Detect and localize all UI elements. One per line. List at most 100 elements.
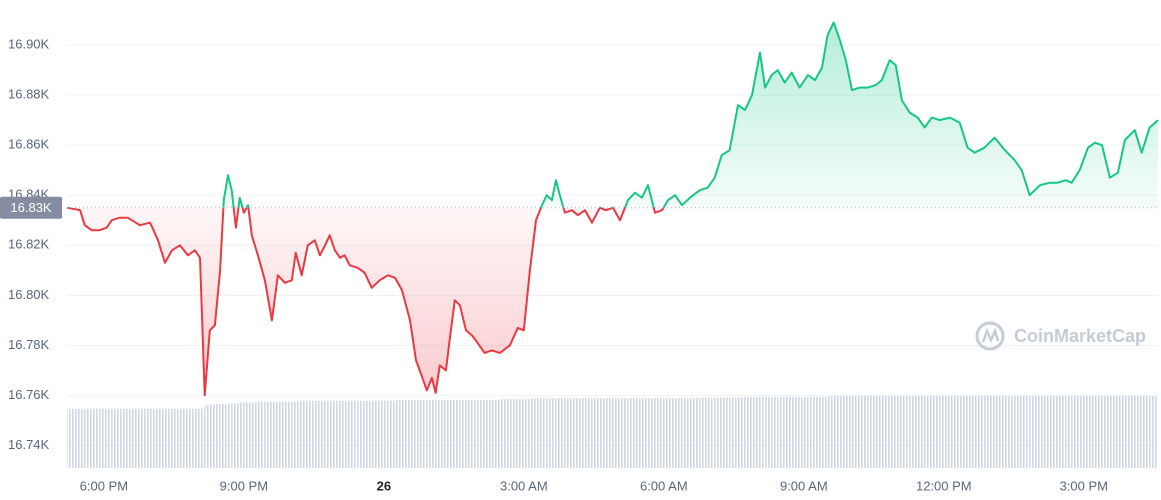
volume-bar [967,396,975,468]
volume-bar [364,400,372,468]
volume-bar [939,396,950,468]
volume-bar [577,398,585,468]
volume-bar [349,400,358,468]
volume-bar [334,400,340,468]
volume-bar [248,402,252,468]
volume-bar [251,402,258,468]
volume-bar [634,398,642,468]
volume-bar [1095,396,1103,468]
reference-label: 16.83K [10,200,52,215]
x-tick-label: 6:00 AM [640,478,688,493]
volume-bar [901,396,910,468]
volume-bar [612,398,620,468]
volume-bar [542,398,547,468]
volume-bar [808,396,816,468]
x-tick-label: 3:00 AM [500,478,548,493]
volume-bar [605,398,613,468]
volume-bar [895,396,902,468]
volume-bar [984,396,995,468]
price-line [66,21,1159,397]
volume-bar [235,403,240,468]
volume-bar [994,396,1005,468]
volume-bar [799,396,809,468]
y-tick-label: 16.76K [8,387,50,402]
volume-bar [833,396,840,468]
volume-bar [509,399,518,468]
volume-bar [584,398,592,468]
volume-bar [227,403,232,468]
volume-bar [654,398,662,468]
volume-bar [1071,396,1080,468]
y-tick-label: 16.90K [8,36,50,51]
volume-bar [777,396,785,468]
volume-bar [319,400,326,468]
volume-bar [627,398,635,468]
volume-bar [1049,396,1058,468]
x-tick-label: 9:00 AM [780,478,828,493]
volume-bar [484,400,492,468]
volume-bar [472,400,478,468]
volume-bar [421,400,427,468]
volume-bar [67,408,81,468]
volume-bar [529,398,536,468]
y-tick-label: 16.78K [8,337,50,352]
volume-bar [641,398,648,468]
volume-bar [699,397,708,468]
volume-bar [1057,396,1066,468]
volume-bar [591,398,600,468]
volume-bar [917,396,925,468]
volume-bar [150,408,158,468]
volume-bar [675,398,683,468]
reference-label-box [0,196,62,219]
price-area [67,22,1158,396]
volume-bar [445,400,450,468]
volume-bar [1149,396,1158,468]
volume-bar [765,396,772,468]
volume-bar [179,408,188,468]
volume-bar [619,398,628,468]
volume-bar [647,398,655,468]
y-tick-label: 16.80K [8,287,50,302]
watermark-text: CoinMarketCap [1014,326,1146,346]
volume-bar [924,396,932,468]
volume-bar [535,398,543,468]
watermark-logo-mark [981,327,1000,344]
volume-bar [759,396,766,468]
volume-bar [426,400,432,468]
volume-bar [439,400,446,468]
volume-bar [571,398,578,468]
watermark: CoinMarketCap [975,321,1146,351]
volume-bar [1102,396,1110,468]
volume-bar [551,398,557,468]
volume-bar [127,408,140,468]
volume-bar [395,400,403,468]
volume-bar [204,404,210,468]
volume-bar [344,400,350,468]
volume-bar [231,403,236,468]
volume-bar [752,396,760,468]
volume-bar [111,408,120,468]
volume-bar [517,399,524,468]
volume-bar [523,399,530,468]
volume-bar [1029,396,1040,468]
y-tick-label: 16.88K [8,87,50,102]
volume-bar [784,396,792,468]
volume-bar [402,400,410,468]
volume-bar [867,396,876,468]
volume-bar [791,396,800,468]
volume-bar [314,400,320,468]
volume-bar [959,396,968,468]
volume-bar [707,397,715,468]
watermark-logo [975,321,1005,351]
volume-bar [339,400,345,468]
volume-bar [949,396,960,468]
volume-bar [1134,396,1142,468]
volume-bar [239,402,244,468]
volume-bar [264,401,272,468]
volume-bar [371,400,380,468]
volume-bar [889,396,896,468]
volume-bar [599,398,606,468]
volume-bar [284,401,292,468]
volume-bar [449,400,455,468]
volume-bar [295,400,302,468]
